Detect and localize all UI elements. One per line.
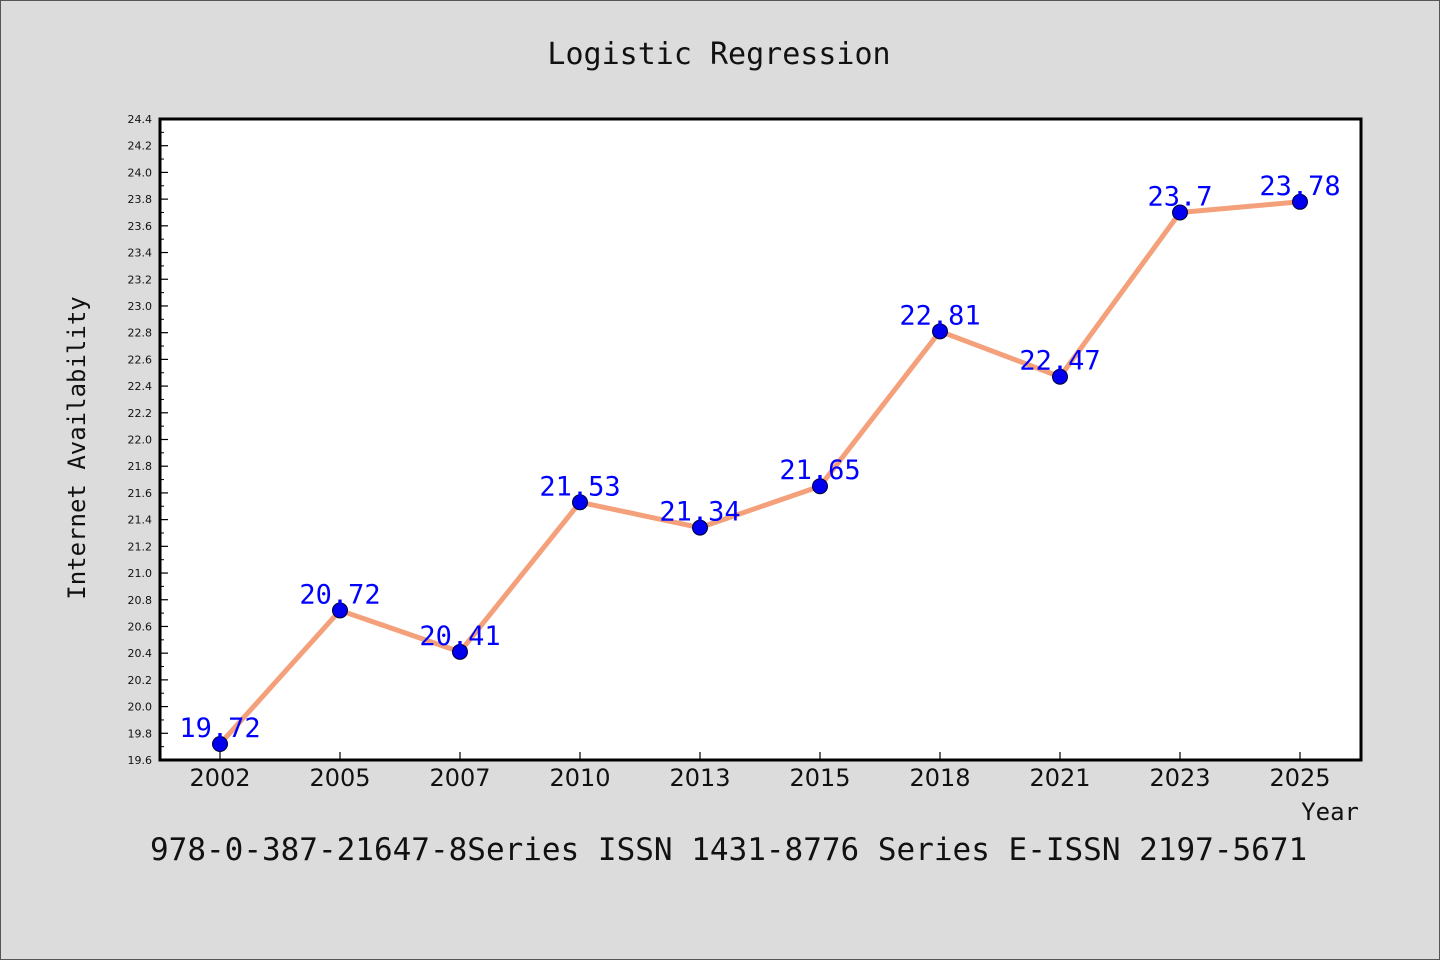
footer-note: 978-0-387-21647-8Series ISSN 1431-8776 S…: [150, 832, 1308, 868]
x-tick-label: 2025: [1269, 764, 1330, 792]
x-tick-label: 2023: [1149, 764, 1210, 792]
y-tick-label: 20.8: [128, 594, 153, 607]
y-tick-label: 24.2: [128, 140, 153, 153]
y-tick-label: 23.0: [128, 300, 153, 313]
data-label: 22.81: [899, 300, 980, 331]
chart-title: Logistic Regression: [547, 37, 890, 72]
x-axis-label: Year: [1301, 798, 1359, 826]
data-point: [1052, 368, 1068, 385]
y-tick-label: 22.4: [128, 380, 153, 393]
y-tick-label: 20.0: [128, 701, 153, 714]
data-point: [212, 735, 228, 752]
x-tick-label: 2002: [189, 764, 250, 792]
data-label: 19.72: [179, 713, 260, 744]
data-point: [932, 323, 948, 340]
y-tick-label: 22.6: [128, 353, 153, 366]
data-point: [1292, 193, 1308, 210]
x-axis: 2002 2005 2007 2010 2013 2015 2018 2021 2023 2025: [189, 752, 1331, 792]
y-tick-label: 24.4: [128, 113, 153, 126]
data-label: 20.41: [419, 621, 500, 652]
data-point: [1172, 204, 1188, 221]
series-line: [218, 199, 1301, 746]
y-tick-label: 20.4: [128, 647, 153, 660]
y-tick-label: 21.6: [128, 487, 153, 500]
y-tick-label: 24.0: [128, 166, 153, 179]
data-label: 22.47: [1019, 346, 1100, 377]
x-tick-label: 2013: [669, 764, 730, 792]
data-point: [692, 519, 708, 536]
plot-area: [158, 117, 1363, 762]
y-tick-label: 21.0: [128, 567, 153, 580]
y-tick-label: 22.2: [128, 407, 153, 420]
data-point: [332, 602, 348, 619]
x-tick-label: 2007: [429, 764, 490, 792]
y-tick-label: 21.2: [128, 540, 153, 553]
y-tick-label: 23.8: [128, 193, 153, 206]
y-tick-label: 23.6: [128, 220, 153, 233]
x-tick-label: 2018: [909, 764, 970, 792]
x-tick-label: 2005: [309, 764, 370, 792]
y-tick-label: 19.6: [128, 754, 153, 767]
data-label: 21.65: [779, 455, 860, 486]
y-tick-label: 20.2: [128, 674, 153, 687]
series-layer: 19.72 20.72 20.41 21.53 21.34 21.65 22.81 22.47…: [179, 171, 1341, 752]
data-label: 20.72: [299, 579, 380, 610]
x-tick-label: 2015: [789, 764, 850, 792]
data-point: [812, 478, 828, 495]
data-point: [452, 643, 468, 660]
y-tick-label: 22.0: [128, 434, 153, 447]
data-label: 23.78: [1259, 171, 1340, 202]
data-label: 23.7: [1147, 181, 1212, 212]
y-axis-label: Internet Availability: [63, 296, 91, 599]
y-tick-label: 19.8: [128, 727, 153, 740]
data-point: [572, 494, 588, 511]
x-tick-label: 2021: [1029, 764, 1090, 792]
y-tick-label: 23.4: [128, 247, 153, 260]
x-tick-label: 2010: [549, 764, 610, 792]
data-label: 21.34: [659, 497, 740, 528]
y-tick-label: 20.6: [128, 620, 153, 633]
y-axis: 19.6 19.8 20.0 20.2 20.4 20.6 20.8 21.0 21.2 21.4…: [128, 113, 168, 767]
y-tick-label: 21.8: [128, 460, 153, 473]
data-label: 21.53: [539, 471, 620, 502]
y-tick-label: 21.4: [128, 514, 153, 527]
y-tick-label: 23.2: [128, 273, 153, 286]
y-tick-label: 22.8: [128, 327, 153, 340]
